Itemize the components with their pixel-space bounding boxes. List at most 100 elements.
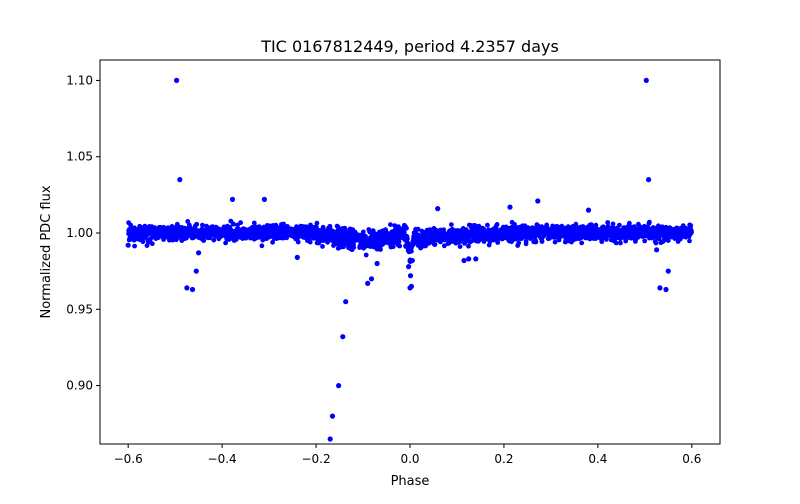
- data-point: [451, 230, 457, 236]
- data-point: [177, 232, 183, 238]
- data-point: [485, 222, 490, 228]
- data-point: [238, 220, 244, 226]
- data-point: [185, 233, 191, 239]
- data-point: [159, 233, 165, 239]
- data-point: [475, 230, 480, 236]
- data-point: [642, 223, 647, 229]
- data-point: [446, 231, 452, 237]
- data-point: [617, 222, 622, 228]
- data-point: [212, 229, 218, 235]
- outlier-point: [196, 250, 202, 256]
- data-point: [432, 228, 438, 234]
- data-point: [412, 233, 418, 239]
- outlier-point: [406, 264, 412, 270]
- data-point: [655, 235, 660, 241]
- data-point: [466, 243, 471, 249]
- data-point: [253, 227, 258, 232]
- data-point: [427, 234, 433, 240]
- data-point: [131, 237, 137, 243]
- data-point: [149, 241, 155, 247]
- data-point: [394, 231, 400, 237]
- data-point: [676, 232, 682, 238]
- y-tick-label: 0.90: [66, 379, 93, 393]
- data-point: [259, 243, 265, 249]
- y-tick-label: 1.10: [66, 73, 93, 87]
- data-point: [515, 225, 521, 231]
- data-point: [290, 232, 296, 238]
- data-point: [623, 238, 629, 244]
- data-point: [348, 234, 354, 240]
- outlier-point: [646, 177, 652, 183]
- data-point: [132, 243, 138, 249]
- data-point: [563, 237, 569, 242]
- data-point: [539, 238, 545, 244]
- data-point: [677, 236, 682, 242]
- data-point: [336, 235, 341, 241]
- data-point: [320, 224, 326, 230]
- y-axis-label: Normalized PDC flux: [39, 185, 54, 318]
- data-point: [337, 227, 343, 233]
- outlier-point: [125, 242, 131, 248]
- data-point: [503, 224, 509, 230]
- x-tick-label: 0.4: [588, 452, 607, 466]
- outlier-point: [177, 177, 183, 183]
- data-point: [178, 226, 184, 231]
- data-point: [618, 231, 624, 237]
- data-point: [174, 221, 180, 227]
- data-point: [483, 233, 489, 239]
- data-point: [593, 236, 599, 242]
- data-point: [414, 238, 420, 244]
- outlier-point: [329, 413, 336, 419]
- data-point: [610, 221, 616, 227]
- data-point: [235, 229, 240, 235]
- data-point: [565, 224, 571, 230]
- data-point: [510, 231, 516, 236]
- data-point: [351, 245, 357, 250]
- data-point: [609, 225, 615, 231]
- data-point: [127, 230, 132, 236]
- data-point: [260, 234, 266, 239]
- data-point: [345, 236, 350, 242]
- data-point: [167, 234, 172, 240]
- data-point: [273, 222, 279, 228]
- data-point: [217, 234, 223, 240]
- data-point: [457, 244, 463, 250]
- data-point: [642, 238, 648, 244]
- outlier-point: [466, 256, 472, 262]
- outlier-point: [461, 257, 467, 264]
- data-point: [238, 231, 244, 237]
- data-point: [480, 225, 485, 231]
- data-point: [462, 241, 467, 246]
- data-point: [384, 235, 390, 241]
- data-point: [663, 224, 669, 230]
- outlier-point: [327, 436, 333, 442]
- data-point: [266, 227, 272, 232]
- data-point: [404, 234, 410, 240]
- data-point: [374, 246, 380, 252]
- data-point: [515, 243, 521, 248]
- outlier-point: [184, 285, 190, 291]
- data-point: [457, 239, 463, 244]
- data-point: [523, 239, 529, 244]
- outlier-point: [374, 260, 380, 267]
- data-point: [185, 230, 190, 235]
- data-point: [626, 222, 632, 228]
- data-point: [403, 224, 408, 230]
- data-point: [664, 233, 670, 238]
- outlier-point: [507, 204, 513, 210]
- data-point: [294, 227, 300, 233]
- outlier-point: [343, 299, 349, 305]
- data-point: [231, 229, 237, 234]
- data-point: [126, 220, 131, 226]
- data-point: [688, 223, 694, 228]
- data-point: [223, 240, 229, 246]
- data-point: [264, 230, 270, 236]
- data-point: [646, 221, 652, 226]
- data-point: [141, 231, 147, 237]
- data-point: [517, 229, 523, 235]
- data-point: [363, 252, 369, 258]
- data-point: [583, 235, 589, 241]
- data-point: [650, 226, 656, 231]
- data-point: [139, 234, 145, 240]
